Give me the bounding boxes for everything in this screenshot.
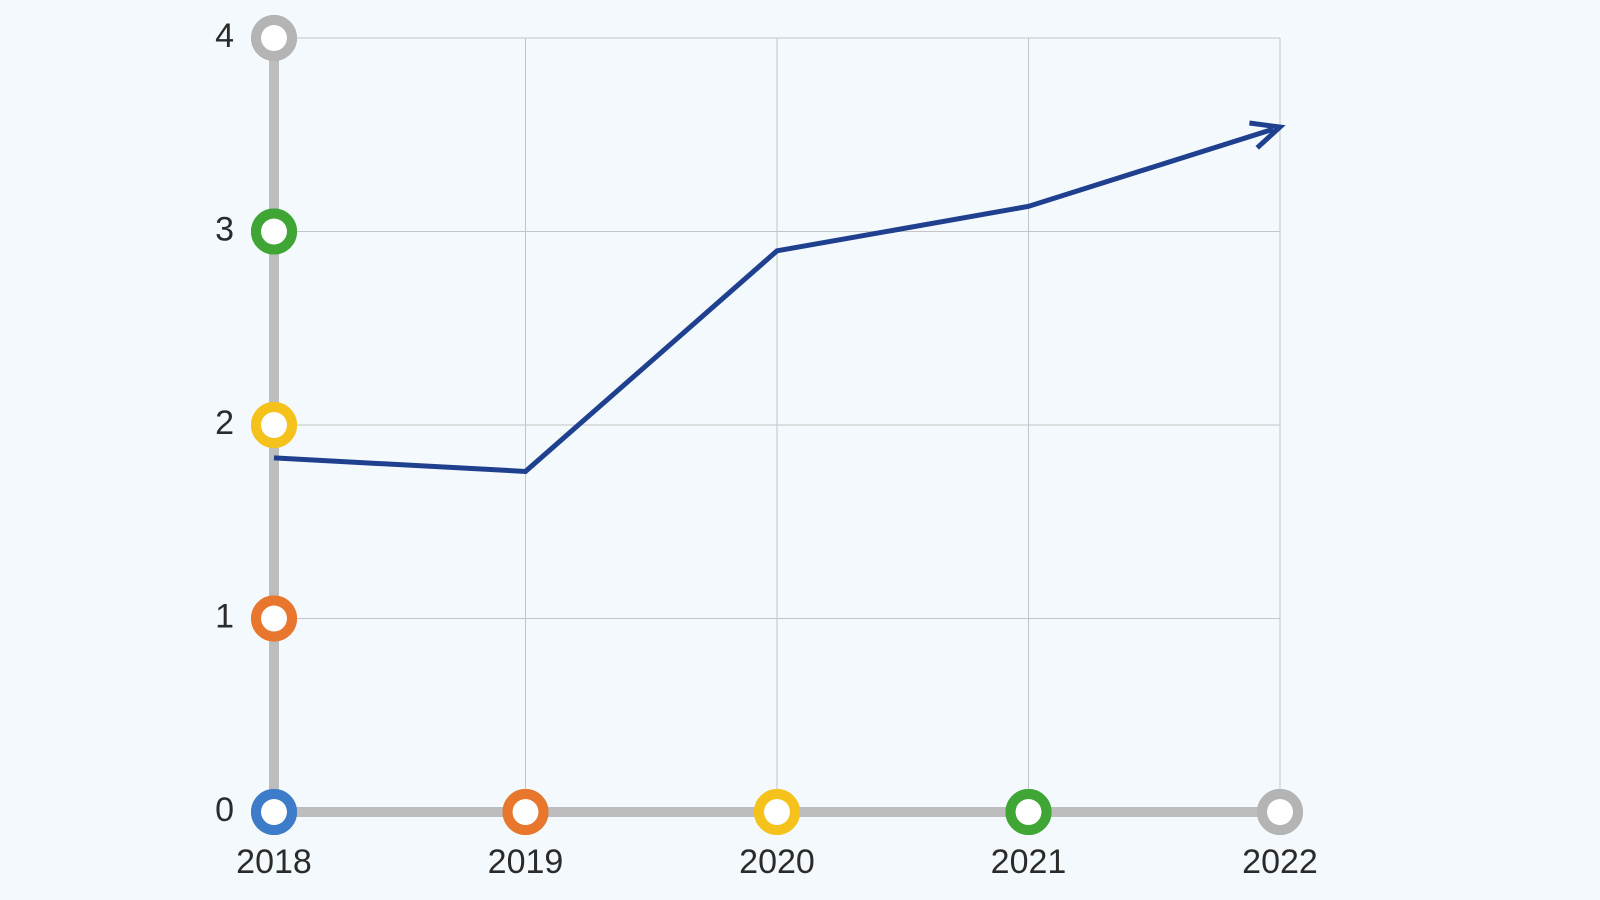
tick-marker-y-2 [256,407,292,443]
y-tick-label: 4 [215,17,234,55]
y-tick-label: 1 [215,597,234,635]
y-tick-label: 0 [215,791,234,829]
y-tick-label: 3 [215,210,234,248]
x-tick-label: 2019 [488,843,564,881]
tick-marker-x-2020 [759,794,795,830]
x-tick-label: 2018 [236,843,312,881]
tick-marker-y-3 [256,214,292,250]
chart-background [0,0,1600,900]
tick-marker-x-2021 [1011,794,1047,830]
x-tick-label: 2022 [1242,843,1318,881]
y-tick-label: 2 [215,404,234,442]
tick-marker-y-0 [256,794,292,830]
tick-marker-y-4 [256,20,292,56]
tick-marker-y-1 [256,601,292,637]
line-chart: 0 1 2 3 4 2018 2019 2020 2021 2022 [0,0,1600,900]
tick-marker-x-2022 [1262,794,1298,830]
x-tick-label: 2020 [739,843,815,881]
x-tick-label: 2021 [991,843,1067,881]
tick-marker-x-2019 [508,794,544,830]
